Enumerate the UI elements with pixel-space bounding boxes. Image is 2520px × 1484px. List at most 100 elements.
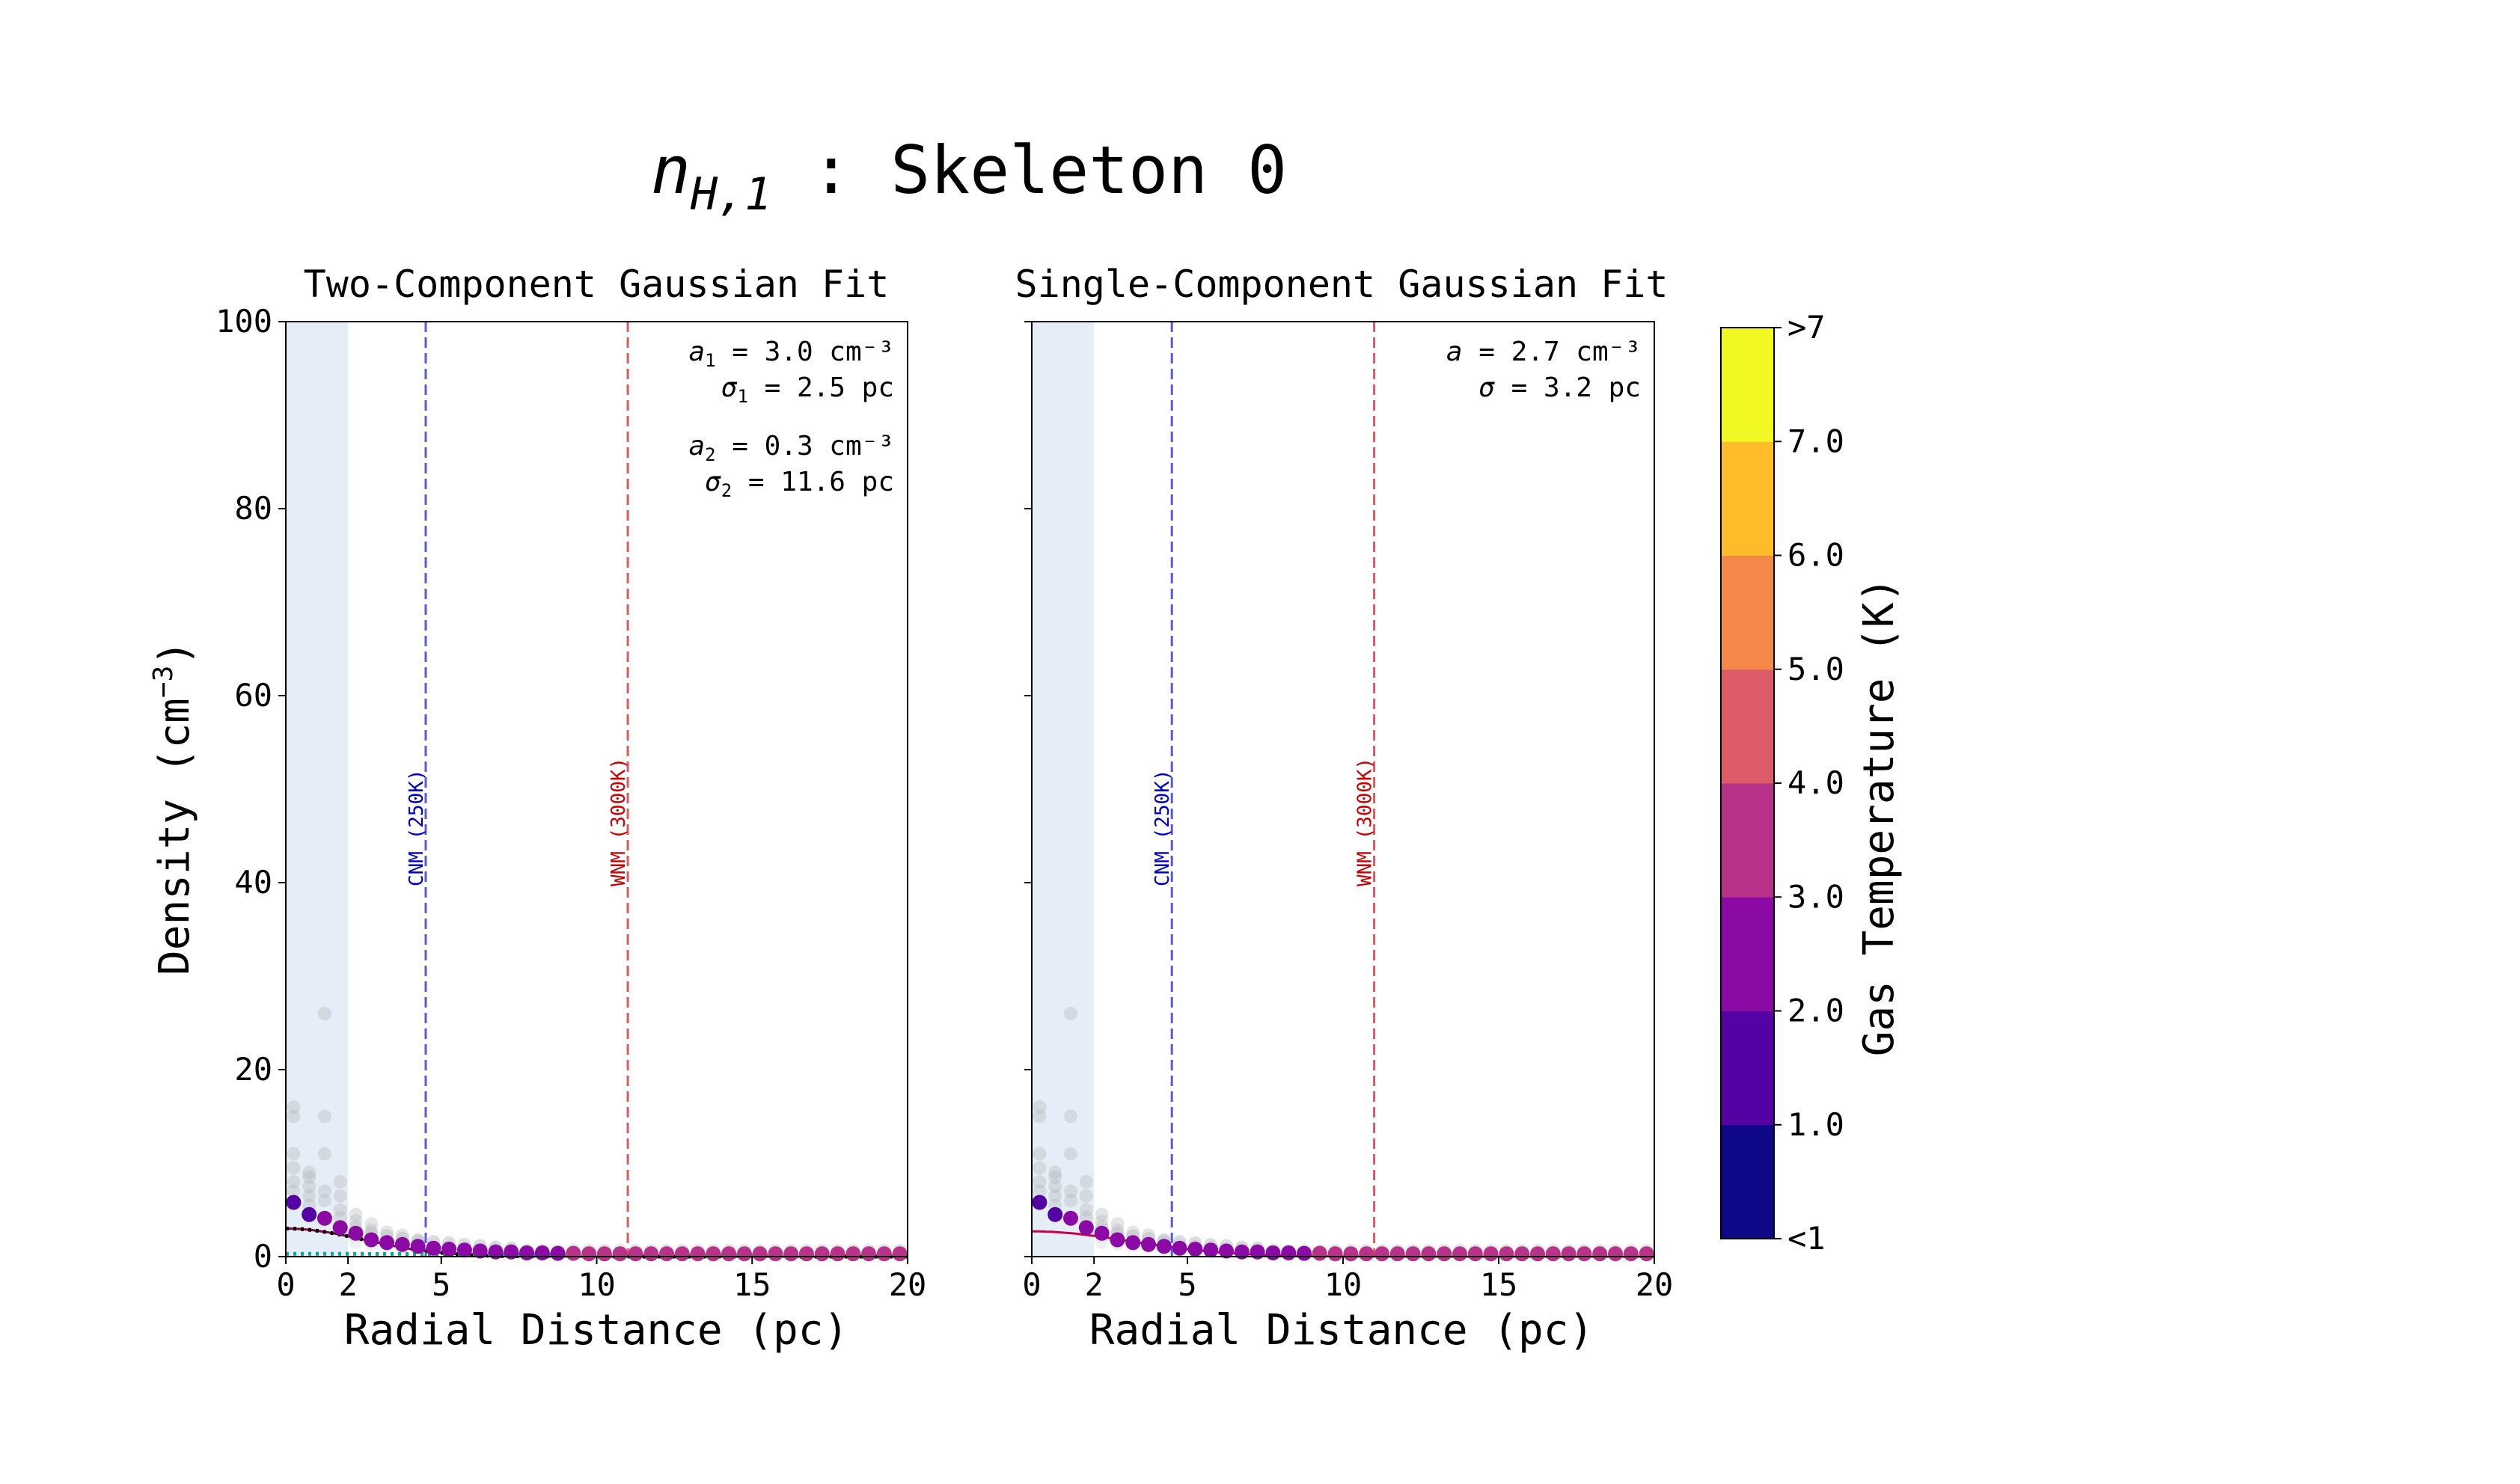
fit-parameter: a = 2.7 cm⁻³ (1446, 337, 1641, 367)
profile-point (845, 1246, 861, 1262)
profile-point (628, 1246, 643, 1262)
profile-point (1452, 1246, 1467, 1262)
profile-point (1499, 1246, 1514, 1262)
profile-point (768, 1246, 783, 1262)
raw-point (1033, 1109, 1047, 1123)
raw-point (1033, 1100, 1047, 1114)
profile-point (426, 1240, 441, 1256)
profile-point (1032, 1195, 1048, 1210)
profile-point (1281, 1245, 1297, 1260)
raw-point (317, 1109, 331, 1123)
fit-parameter: a2 = 0.3 cm⁻³ (688, 431, 894, 465)
x-tick-label: 20 (1636, 1266, 1674, 1303)
profile-point (472, 1243, 488, 1259)
raw-point (287, 1175, 301, 1189)
profile-point (1141, 1236, 1156, 1252)
raw-point (1048, 1170, 1062, 1184)
profile-point (286, 1195, 302, 1210)
fit-parameter: σ2 = 11.6 pc (705, 467, 894, 501)
raw-point (317, 1007, 331, 1020)
raw-point (1033, 1161, 1047, 1175)
colorbar-tick-label: 4.0 (1787, 764, 1844, 801)
colorbar-segment (1721, 669, 1774, 784)
reference-line-label: CNM (250K) (406, 769, 428, 886)
raw-point (333, 1175, 347, 1189)
raw-point (1064, 1007, 1077, 1020)
profile-point (488, 1244, 504, 1260)
y-tick-label: 80 (234, 490, 272, 527)
profile-point (736, 1246, 752, 1262)
raw-point (349, 1214, 363, 1228)
profile-point (1421, 1246, 1437, 1262)
profile-point (1545, 1246, 1561, 1262)
x-tick-label: 20 (889, 1266, 927, 1303)
profile-point (1327, 1246, 1343, 1262)
x-tick-label: 15 (733, 1266, 771, 1303)
profile-point (1187, 1242, 1203, 1257)
profile-point (706, 1246, 721, 1262)
profile-point (1048, 1206, 1063, 1222)
fit-parameter: σ = 3.2 pc (1478, 372, 1641, 403)
y-tick-label: 60 (234, 677, 272, 714)
raw-point (1110, 1217, 1125, 1231)
profile-point (1343, 1246, 1359, 1262)
shaded-region (286, 322, 349, 1257)
raw-point (317, 1194, 331, 1207)
profile-point (1608, 1246, 1623, 1262)
profile-point (1639, 1246, 1654, 1262)
x-tick-label: 5 (432, 1266, 450, 1303)
single-component-panel: Single-Component Gaussian Fit CNM (250K)… (1015, 263, 1674, 1355)
raw-point (1048, 1180, 1062, 1194)
raw-point (1126, 1225, 1140, 1239)
colorbar-segment (1721, 897, 1774, 1011)
profile-point (316, 1210, 332, 1226)
x-tick-label: 15 (1480, 1266, 1518, 1303)
raw-point (1095, 1207, 1109, 1221)
raw-point (1033, 1175, 1047, 1189)
profile-point (1234, 1244, 1250, 1260)
colorbar-segment (1721, 328, 1774, 442)
y-tick-label: 100 (215, 303, 272, 340)
colorbar-tick-label: 2.0 (1787, 993, 1844, 1029)
profile-point (1125, 1235, 1141, 1251)
profile-point (1297, 1245, 1312, 1261)
fit-parameter: σ1 = 2.5 pc (721, 372, 894, 407)
profile-point (566, 1245, 581, 1261)
raw-point (364, 1217, 379, 1231)
profile-point (1359, 1246, 1374, 1262)
profile-point (1094, 1225, 1110, 1241)
raw-point (1033, 1147, 1047, 1161)
panel-title: Two-Component Gaussian Fit (304, 263, 890, 306)
profile-point (876, 1246, 892, 1262)
profile-point (302, 1206, 317, 1222)
two-component-panel: Two-Component Gaussian Fit CNM (250K) WNM… (148, 263, 926, 1355)
profile-point (1467, 1246, 1483, 1262)
raw-point (1079, 1175, 1093, 1189)
plot-background (286, 322, 908, 1257)
x-tick-label: 10 (1324, 1266, 1363, 1303)
profile-point (1592, 1246, 1608, 1262)
profile-point (379, 1235, 395, 1251)
raw-point (333, 1203, 347, 1217)
profile-point (534, 1245, 550, 1260)
profile-point (752, 1246, 768, 1262)
raw-point (302, 1170, 316, 1184)
x-axis-label: Radial Distance (pc) (1089, 1306, 1594, 1355)
profile-point (830, 1246, 845, 1262)
profile-point (1312, 1245, 1327, 1261)
profile-point (332, 1220, 348, 1236)
profile-point (1530, 1246, 1545, 1262)
profile-point (674, 1246, 690, 1262)
raw-point (1064, 1194, 1077, 1207)
profile-point (612, 1246, 628, 1262)
x-tick-label: 5 (1178, 1266, 1196, 1303)
x-tick-label: 0 (276, 1266, 295, 1303)
raw-point (302, 1180, 316, 1194)
profile-point (364, 1232, 379, 1248)
reference-line-label: WNM (3000K) (1354, 758, 1377, 886)
raw-point (1064, 1147, 1077, 1161)
profile-point (1063, 1210, 1078, 1226)
raw-point (317, 1184, 331, 1198)
shaded-region (1032, 322, 1095, 1257)
